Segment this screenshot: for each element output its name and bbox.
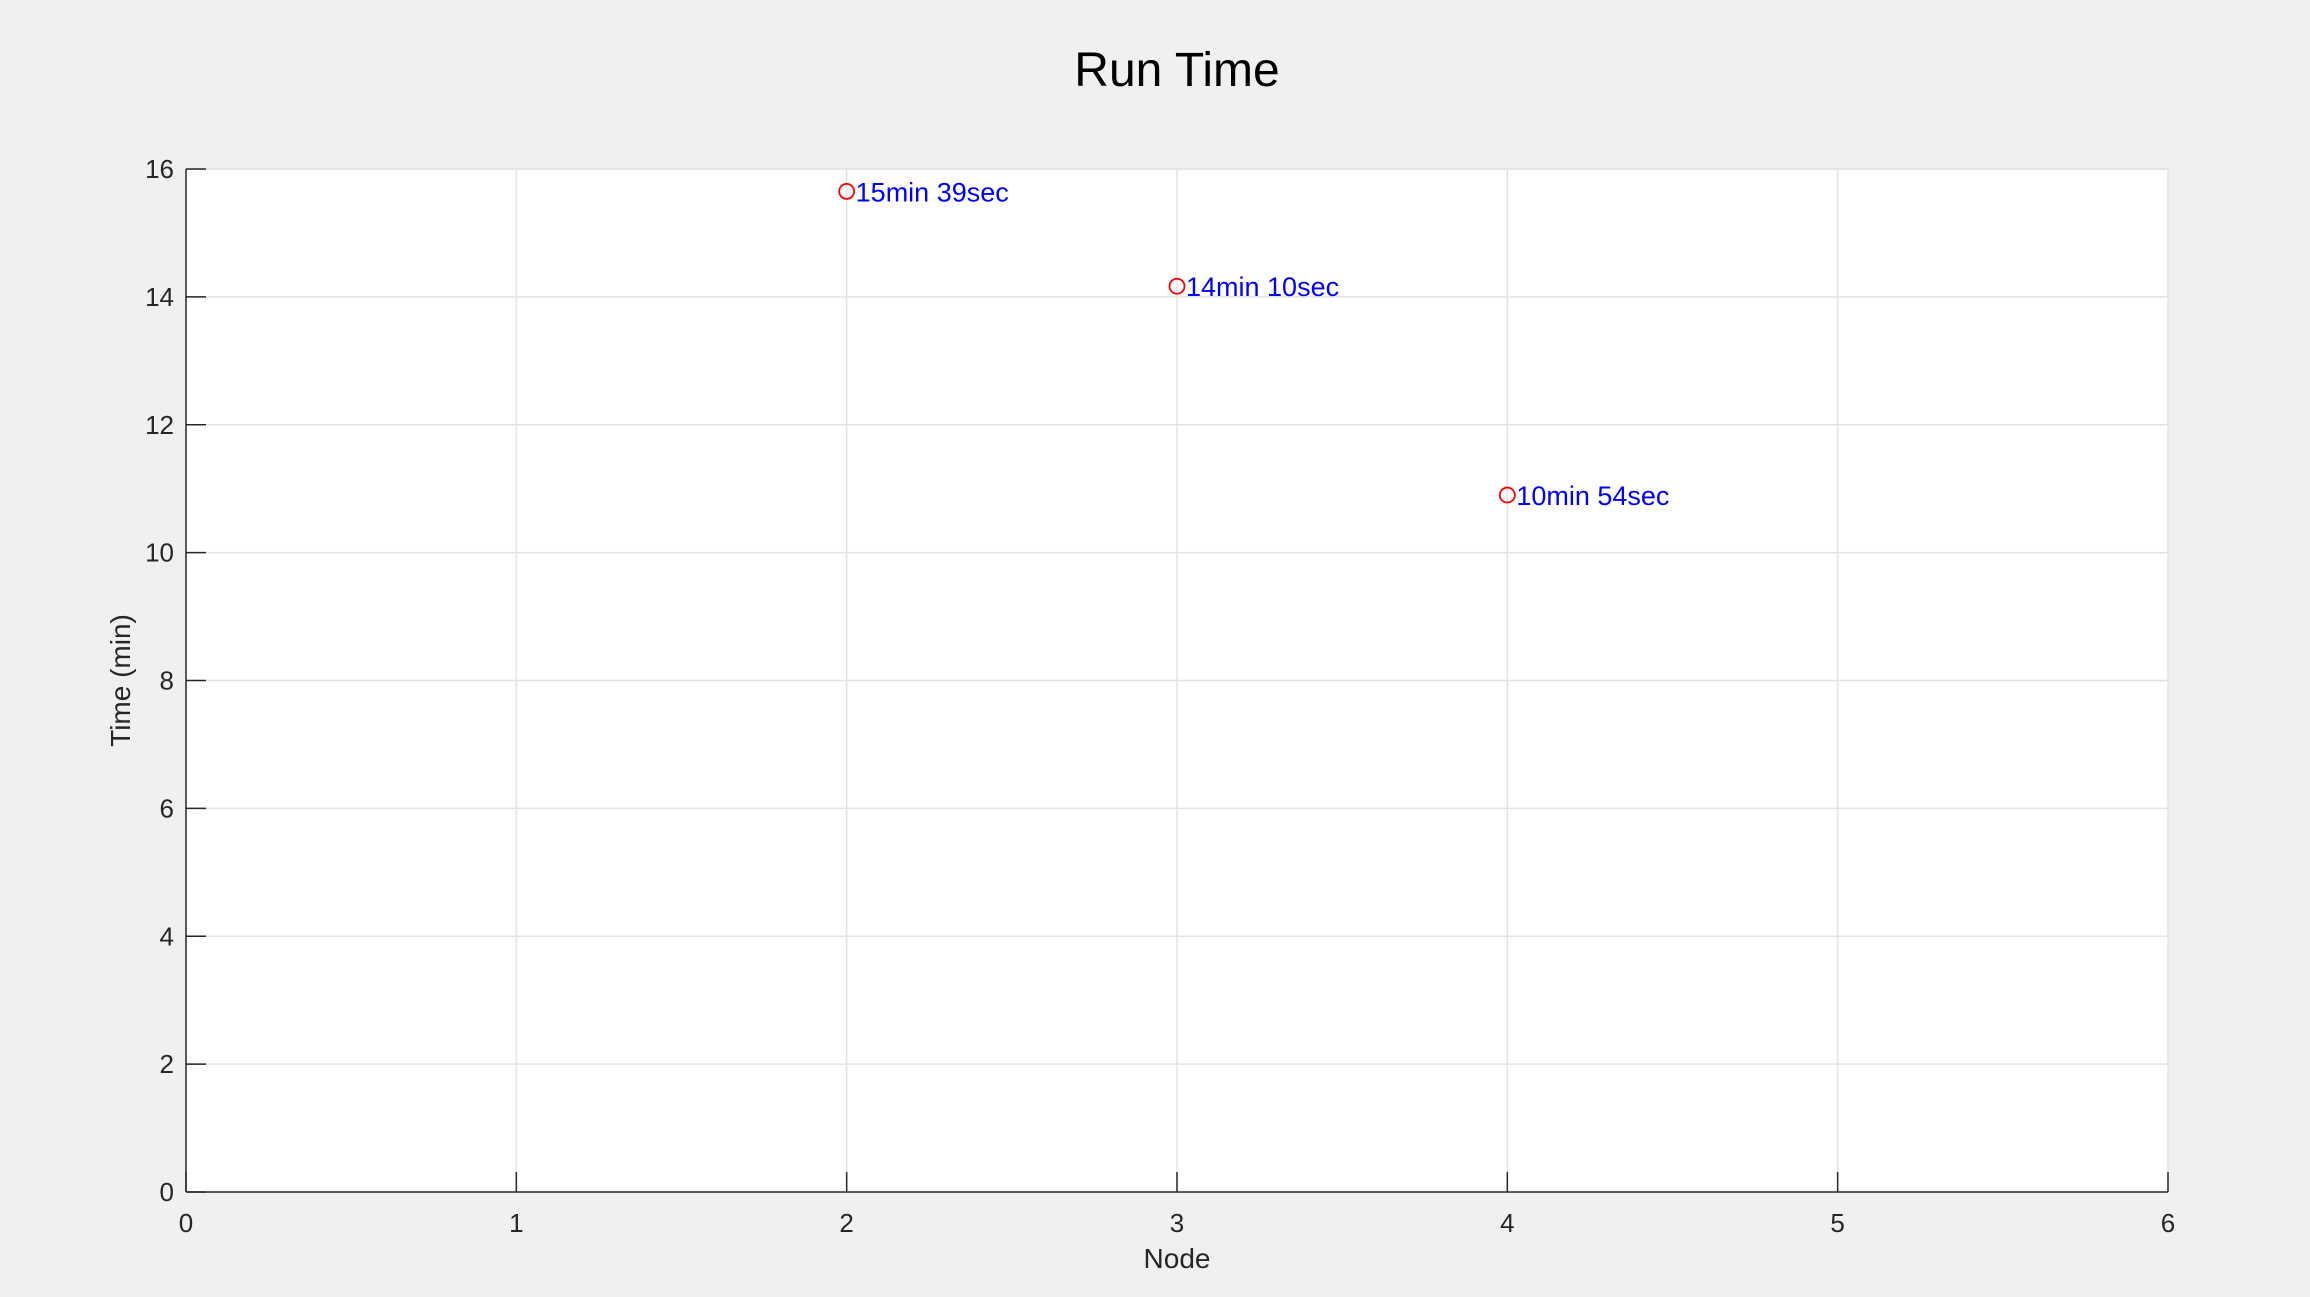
y-axis-label: Time (min) <box>105 614 136 747</box>
y-tick-label: 8 <box>160 666 174 696</box>
data-point <box>1168 277 1186 295</box>
y-tick-label: 2 <box>160 1049 174 1079</box>
y-tick-label: 4 <box>160 921 174 951</box>
axes <box>185 168 2169 1193</box>
y-tick-label: 6 <box>160 793 174 823</box>
data-points: 15min 39sec 14min 10sec 10min 54sec <box>838 177 1669 511</box>
y-tick-label: 0 <box>160 1177 174 1207</box>
grid <box>186 168 2168 1192</box>
data-label: 10min 54sec <box>1516 481 1669 511</box>
chart-title: Run Time <box>1074 44 1279 97</box>
y-tick-label: 10 <box>145 538 174 568</box>
data-point <box>1498 486 1516 504</box>
x-tick-label: 4 <box>1500 1208 1514 1238</box>
x-tick-label: 5 <box>1830 1208 1844 1238</box>
y-tick-label: 12 <box>145 410 174 440</box>
x-tick-label: 0 <box>179 1208 193 1238</box>
y-tick-label: 16 <box>145 154 174 184</box>
x-tick-label: 3 <box>1170 1208 1184 1238</box>
x-axis-label: Node <box>1144 1243 1211 1274</box>
data-label: 15min 39sec <box>856 177 1009 207</box>
x-tick-label: 2 <box>839 1208 853 1238</box>
x-tick-label: 6 <box>2161 1208 2175 1238</box>
data-label: 14min 10sec <box>1186 272 1339 302</box>
y-tick-label: 14 <box>145 282 174 312</box>
data-point <box>838 182 856 200</box>
x-tick-label: 1 <box>509 1208 523 1238</box>
